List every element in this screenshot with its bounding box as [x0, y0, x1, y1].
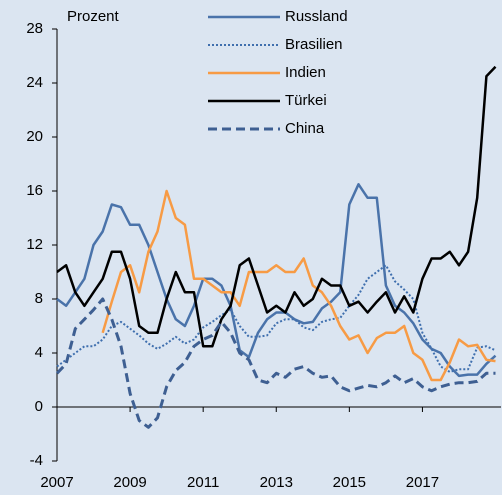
x-tick-label: 2009	[113, 474, 146, 491]
y-tick-label: 0	[35, 398, 43, 415]
legend-label: Türkei	[285, 92, 327, 109]
legend-label: China	[285, 120, 325, 137]
y-tick-label: 24	[26, 74, 43, 91]
series-line	[55, 297, 496, 429]
x-tick-label: 2007	[40, 474, 73, 491]
legend-label: Indien	[285, 64, 326, 81]
series-line	[101, 189, 496, 382]
y-axis-label: Prozent	[67, 8, 120, 25]
y-tick-label: 28	[26, 20, 43, 37]
series-line	[56, 183, 497, 378]
x-tick-label: 2011	[187, 474, 219, 491]
y-tick-label: 20	[26, 128, 43, 145]
y-tick-label: 12	[26, 236, 43, 253]
series-line	[56, 264, 496, 373]
x-tick-label: 2013	[260, 474, 293, 491]
y-tick-label: -4	[30, 452, 43, 469]
legend-label: Russland	[285, 8, 348, 25]
series-line	[56, 65, 497, 348]
y-tick-label: 16	[26, 182, 43, 199]
x-tick-label: 2017	[406, 474, 439, 491]
y-tick-label: 4	[35, 344, 43, 361]
legend-label: Brasilien	[285, 36, 343, 53]
x-tick-label: 2015	[333, 474, 366, 491]
y-tick-label: 8	[35, 290, 43, 307]
